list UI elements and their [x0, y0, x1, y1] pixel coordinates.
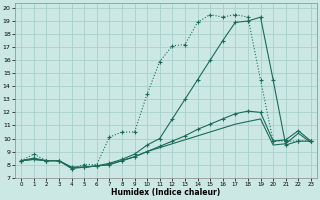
X-axis label: Humidex (Indice chaleur): Humidex (Indice chaleur): [111, 188, 221, 197]
